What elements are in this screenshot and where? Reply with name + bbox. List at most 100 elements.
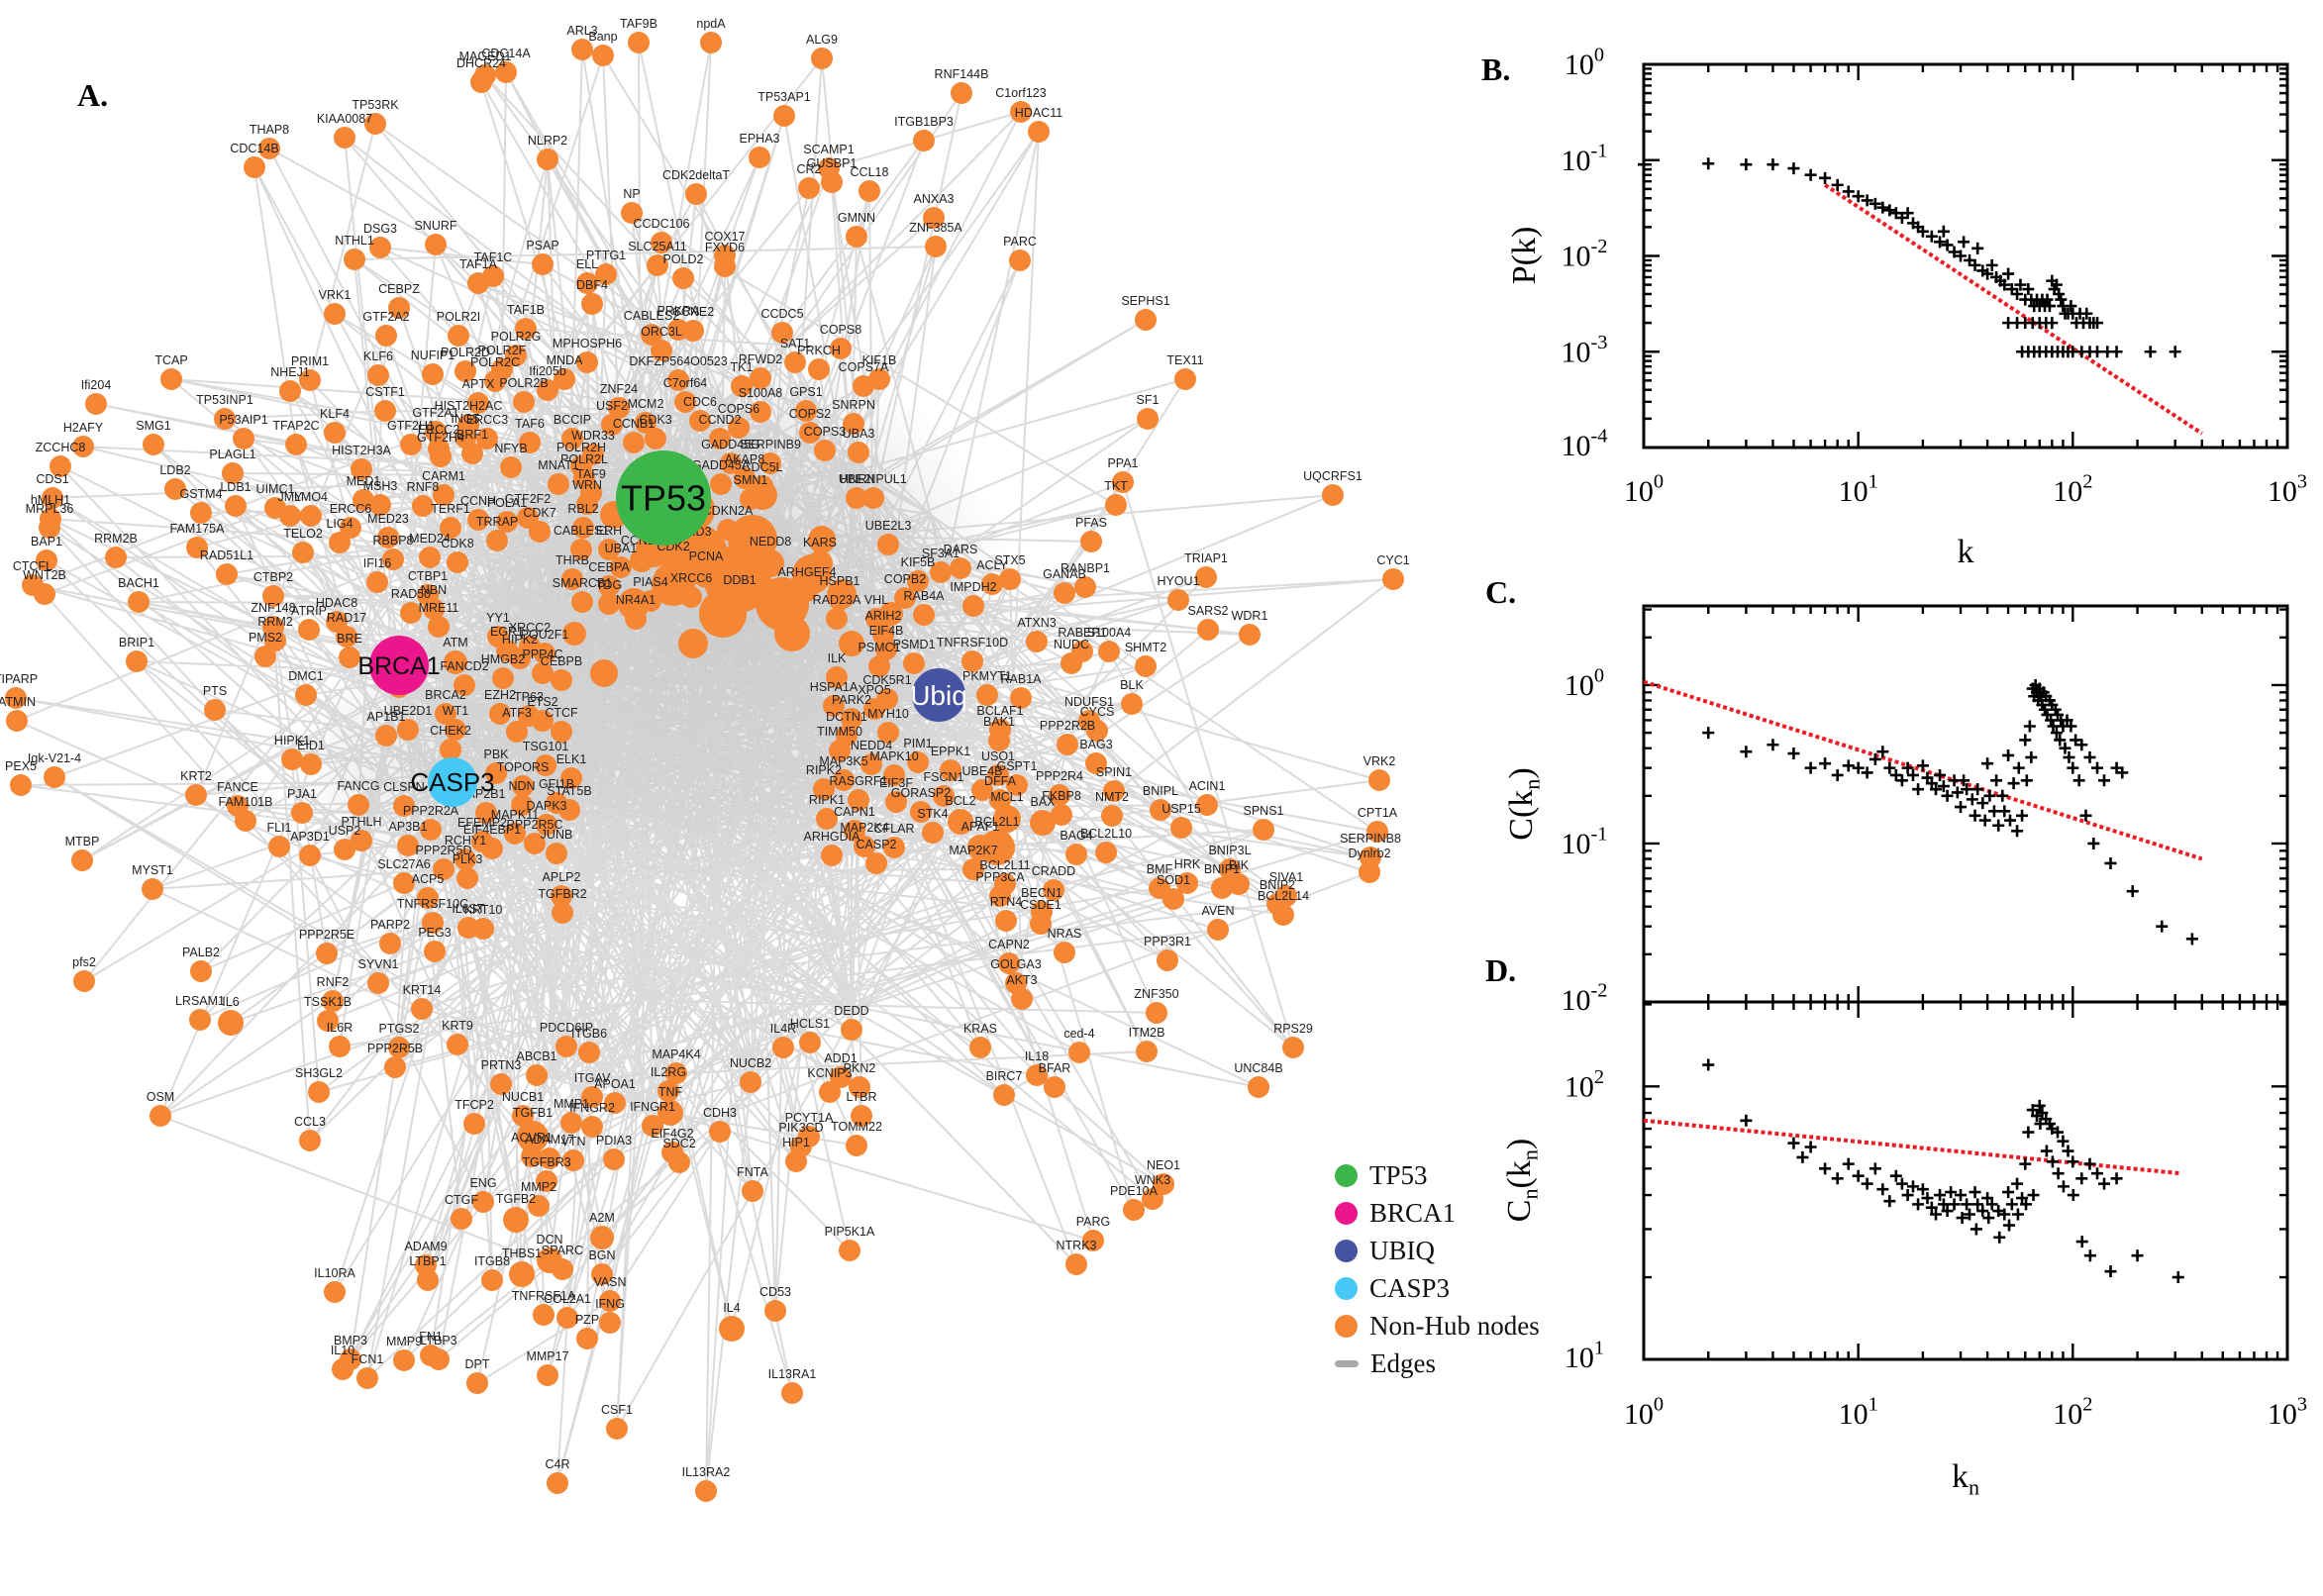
network-node bbox=[295, 684, 317, 706]
network-node bbox=[551, 721, 572, 743]
network-node bbox=[1054, 942, 1075, 963]
network-node bbox=[190, 960, 212, 982]
network-node bbox=[1082, 1230, 1104, 1251]
network-node bbox=[190, 502, 212, 524]
network-node bbox=[795, 400, 817, 422]
svg-text:P(k): P(k) bbox=[1506, 227, 1543, 285]
network-node-label: SARS2 bbox=[1188, 604, 1229, 618]
network-node bbox=[369, 237, 391, 258]
network-node bbox=[709, 428, 731, 449]
network-node-label: SPIN1 bbox=[1096, 765, 1132, 779]
network-node-label: CTCF bbox=[545, 706, 578, 720]
fit-line bbox=[1824, 183, 2203, 436]
network-node bbox=[665, 1062, 687, 1084]
network-node bbox=[467, 392, 489, 414]
network-node bbox=[5, 687, 27, 709]
network-node-label: CPT1A bbox=[1358, 806, 1398, 820]
network-node-label: CAPN2 bbox=[988, 938, 1030, 951]
network-node-label: PEG3 bbox=[418, 926, 451, 940]
network-node bbox=[535, 754, 556, 776]
node-swatch-icon bbox=[1335, 1314, 1358, 1338]
network-node bbox=[829, 740, 851, 761]
network-node-label: TNF bbox=[658, 1085, 683, 1099]
network-node-label: NUDC bbox=[1054, 638, 1089, 651]
network-node-label: NTRK3 bbox=[1057, 1239, 1097, 1252]
network-node bbox=[695, 1480, 717, 1502]
network-node-label: TIPARP bbox=[0, 672, 38, 686]
network-node bbox=[1253, 819, 1274, 841]
network-node-label: MSH3 bbox=[363, 479, 398, 493]
network-node-label: DHCR24 bbox=[456, 56, 506, 70]
network-node bbox=[244, 156, 265, 178]
network-node-label: TOMM22 bbox=[831, 1120, 882, 1134]
legend-label: CASP3 bbox=[1369, 1272, 1451, 1303]
network-node-label: DCN bbox=[536, 1233, 562, 1247]
network-node-label: APLP2 bbox=[543, 870, 581, 884]
network-node bbox=[849, 1076, 870, 1098]
network-node-label: PSMC1 bbox=[858, 641, 900, 654]
network-node bbox=[1026, 1064, 1048, 1086]
network-node bbox=[823, 695, 845, 717]
network-node-label: SDC2 bbox=[662, 1137, 695, 1150]
network-node-label: IFI16 bbox=[363, 556, 392, 570]
network-node bbox=[397, 835, 419, 856]
network-node bbox=[105, 547, 127, 568]
network-node-label: BNIP2 bbox=[1260, 878, 1295, 892]
network-node bbox=[367, 972, 389, 994]
network-node bbox=[496, 511, 518, 533]
network-node-label: PZP bbox=[575, 1313, 599, 1327]
network-node-label: ITGB8 bbox=[474, 1254, 510, 1268]
network-node bbox=[1272, 904, 1294, 926]
network-node-label: CCDC106 bbox=[634, 217, 690, 231]
network-node-label: DEDD bbox=[834, 1004, 868, 1018]
network-node bbox=[424, 941, 446, 962]
network-node-label: ACIN1 bbox=[1189, 779, 1226, 793]
network-node bbox=[420, 819, 442, 841]
network-node-label: TELO2 bbox=[283, 527, 323, 541]
network-node-label: PDIA3 bbox=[596, 1134, 632, 1147]
network-node-label: AP2B1 bbox=[467, 787, 506, 801]
network-node-label: VRK2 bbox=[1364, 754, 1396, 768]
network-node-label: DMC1 bbox=[288, 669, 323, 683]
network-node-label: FNTA bbox=[737, 1165, 768, 1179]
network-node bbox=[456, 867, 478, 889]
network-node bbox=[364, 113, 386, 135]
network-node-label: LTBP3 bbox=[420, 1334, 456, 1347]
network-node-label: TSG101 bbox=[523, 740, 569, 753]
network-node bbox=[447, 1034, 468, 1055]
svg-text:10-4: 10-4 bbox=[1562, 426, 1608, 463]
network-node-label: SOD1 bbox=[1157, 873, 1190, 887]
network-node-label: POLR2D bbox=[441, 346, 490, 359]
network-node bbox=[344, 249, 365, 270]
network-node bbox=[495, 61, 517, 83]
network-legend: TP53 BRCA1 UBIQ CASP3 Non-Hub nodes Edges bbox=[1335, 1156, 1540, 1382]
network-node-label: RBL2 bbox=[567, 502, 598, 516]
network-node bbox=[262, 585, 284, 607]
network-node-label: MMP2 bbox=[521, 1180, 556, 1194]
network-node-label: IL6 bbox=[222, 995, 239, 1009]
network-node bbox=[784, 351, 806, 373]
network-node-label: PMS2 bbox=[249, 631, 282, 645]
panel-label-a: A. bbox=[77, 77, 109, 113]
network-node bbox=[595, 263, 617, 285]
network-node bbox=[322, 990, 344, 1012]
network-node bbox=[1150, 799, 1171, 821]
network-node bbox=[657, 1100, 683, 1126]
network-node-label: CYC1 bbox=[1376, 553, 1409, 567]
network-node-label: CLSPN bbox=[383, 780, 425, 794]
network-node-label: POLR2C bbox=[470, 355, 520, 369]
axis-ticks bbox=[1642, 1002, 2289, 1361]
network-node-label: SLC27A6 bbox=[377, 857, 431, 871]
network-node-label: TAF1C bbox=[474, 250, 513, 264]
network-node bbox=[951, 82, 972, 104]
network-node-label: ELK1 bbox=[556, 752, 587, 766]
network-node-label: XRCC2 bbox=[509, 621, 551, 635]
network-node-label: MAP4K4 bbox=[652, 1047, 700, 1061]
network-node bbox=[235, 810, 256, 832]
svg-text:100: 100 bbox=[1565, 664, 1604, 702]
network-node-label: PRTN3 bbox=[481, 1058, 522, 1072]
network-node-label: TSSK1B bbox=[304, 995, 352, 1009]
network-node-label: ELL bbox=[576, 257, 598, 271]
network-node bbox=[841, 708, 862, 730]
